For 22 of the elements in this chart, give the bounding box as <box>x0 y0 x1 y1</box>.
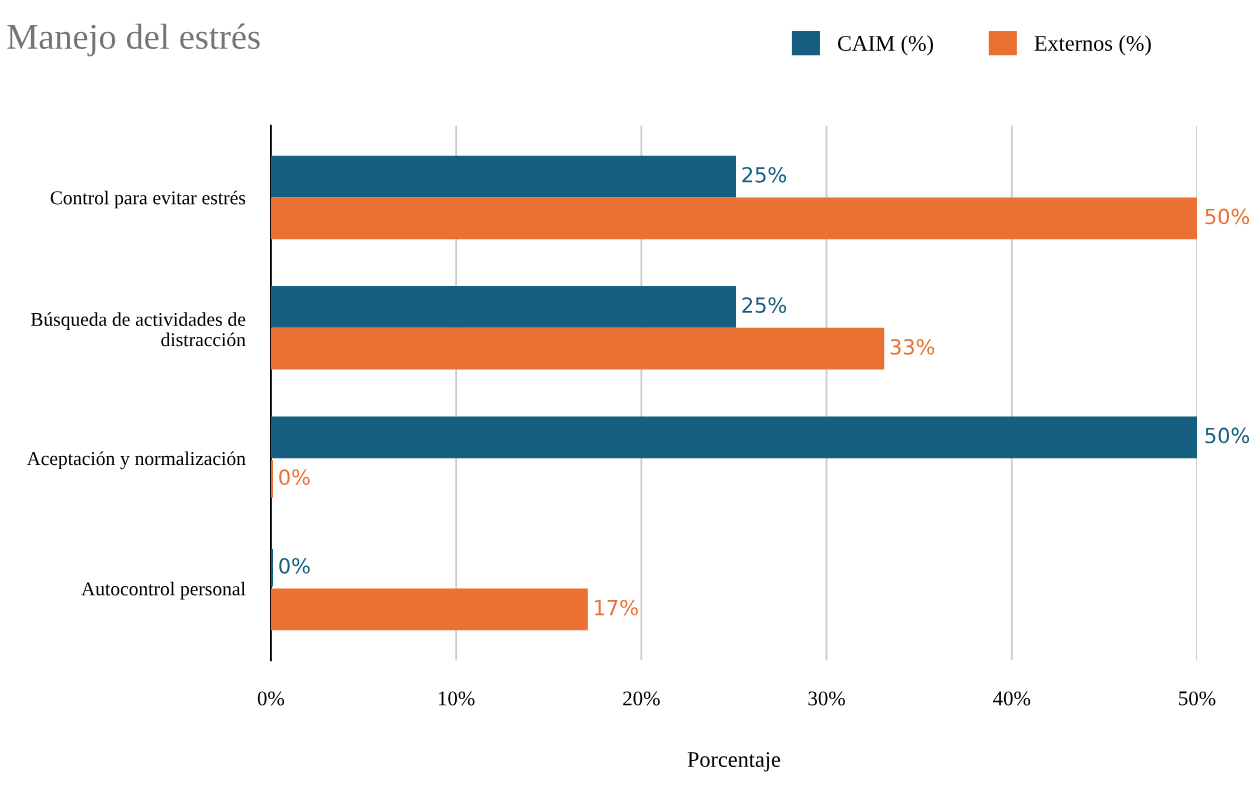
data-label: 25% <box>742 297 787 314</box>
x-tick-label: 40% <box>993 691 1031 706</box>
y-tick-label: Búsqueda de actividades de distracción <box>31 312 246 347</box>
y-tick-label: Control para evitar estrés <box>50 190 246 209</box>
x-tick-label: 0% <box>257 691 285 706</box>
legend-label: CAIM (%) <box>837 35 933 56</box>
data-label: 50% <box>1205 427 1250 444</box>
y-tick-label: Autocontrol personal <box>81 581 246 600</box>
chart-title: Manejo del estrés <box>7 23 260 57</box>
x-tick-label: 50% <box>1179 691 1216 706</box>
data-label: 17% <box>595 599 638 616</box>
x-tick-label: 10% <box>438 691 475 706</box>
legend-label: Externos (%) <box>1034 35 1151 56</box>
data-label: 33% <box>890 338 935 355</box>
y-tick-label: Aceptación y normalización <box>26 451 246 470</box>
data-label: 25% <box>742 166 787 183</box>
data-label: 50% <box>1205 208 1250 225</box>
x-tick-label: 20% <box>623 691 660 706</box>
data-label: 0% <box>279 469 310 486</box>
x-axis-title: Porcentaje <box>687 752 781 772</box>
data-label: 0% <box>279 557 310 574</box>
x-tick-label: 30% <box>808 691 845 706</box>
